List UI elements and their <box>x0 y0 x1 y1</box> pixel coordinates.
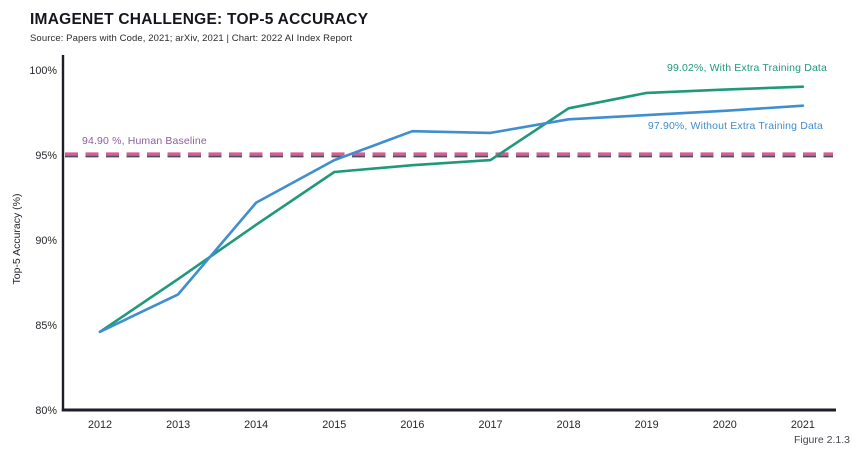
figure-number: Figure 2.1.3 <box>793 434 850 446</box>
series-line-with-extra-training-data <box>98 85 805 334</box>
x-tick-label: 2019 <box>635 419 659 431</box>
annotation-without-extra-training-data: 97.90%, Without Extra Training Data <box>647 120 823 132</box>
x-tick-label: 2013 <box>166 419 190 431</box>
y-tick-label: 90% <box>35 235 57 247</box>
y-tick-label: 95% <box>35 150 57 162</box>
x-tick-label: 2016 <box>400 419 424 431</box>
x-tick-label: 2020 <box>713 419 737 431</box>
chart-source-note: Source: Papers with Code, 2021; arXiv, 2… <box>30 33 353 44</box>
annotation-with-extra-training-data: 99.02%, With Extra Training Data <box>666 62 827 74</box>
x-tick-label: 2015 <box>322 419 346 431</box>
x-tick-label: 2018 <box>557 419 581 431</box>
x-tick-label: 2017 <box>478 419 502 431</box>
annotation-human-baseline: 94.90 %, Human Baseline <box>82 135 207 147</box>
y-tick-label: 80% <box>35 405 57 417</box>
page-title: IMAGENET CHALLENGE: TOP-5 ACCURACY <box>30 11 369 28</box>
y-tick-label: 100% <box>29 65 57 77</box>
x-tick-label: 2014 <box>244 419 268 431</box>
x-tick-label: 2021 <box>791 419 815 431</box>
x-tick-label: 2012 <box>88 419 112 431</box>
y-tick-label: 85% <box>35 320 57 332</box>
series-line-without-extra-training-data <box>98 104 805 334</box>
